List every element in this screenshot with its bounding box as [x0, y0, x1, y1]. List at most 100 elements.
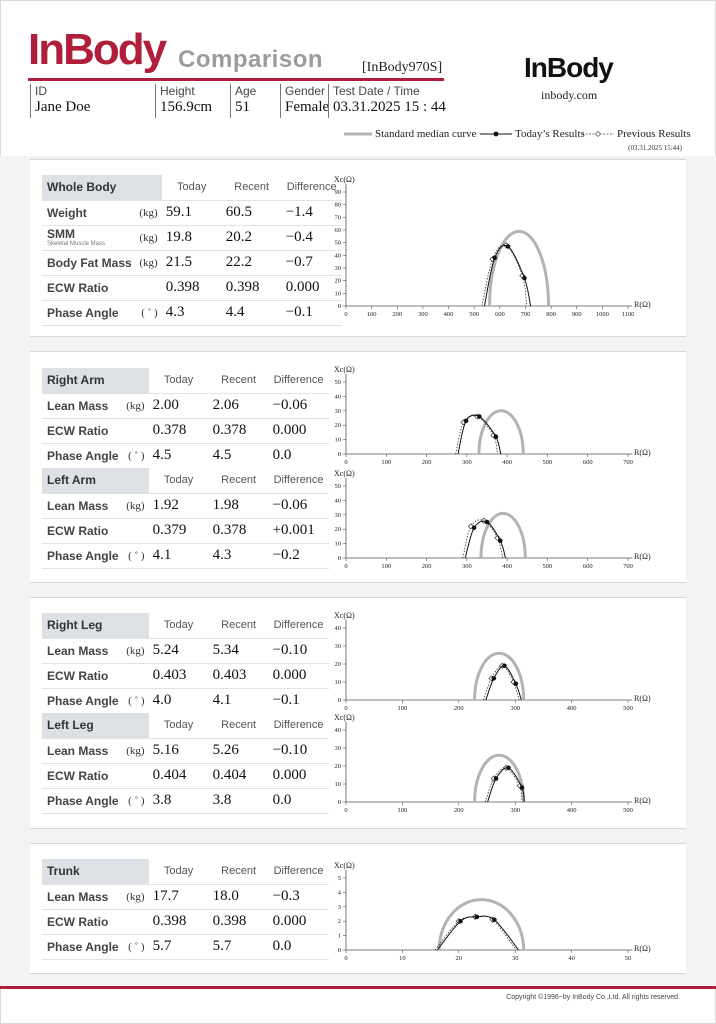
x-tick-label: 0 — [344, 705, 347, 712]
x-tick-label: 200 — [422, 563, 432, 570]
y-axis-label: Xc(Ω) — [334, 611, 355, 620]
y-tick-label: 40 — [335, 625, 342, 632]
y-axis-label: Xc(Ω) — [334, 175, 355, 184]
row-unit: ( ˚ ) — [118, 688, 149, 714]
row-label: Lean Mass — [42, 884, 119, 910]
y-tick-label: 0 — [338, 697, 341, 704]
x-tick-label: 700 — [521, 311, 531, 318]
recent-value: 60.5 — [221, 200, 282, 226]
row-label: Phase Angle — [42, 788, 119, 814]
col-today: Today — [148, 368, 209, 394]
y-tick-label: 40 — [335, 727, 342, 734]
row-unit: ( ˚ ) — [131, 300, 162, 326]
row-label: Lean Mass — [42, 393, 119, 419]
x-tick-label: 400 — [502, 459, 512, 466]
legend-previous: Previous Results — [582, 128, 691, 140]
x-tick-label: 200 — [454, 705, 464, 712]
table-row: Lean Mass (kg) 5.16 5.26 −0.10 — [42, 738, 329, 764]
row-label: ECW Ratio — [42, 418, 119, 444]
recent-value: 0.378 — [208, 518, 269, 544]
previous-results-date: (03.31.2025 15:44) — [628, 144, 682, 152]
today-results-point — [492, 917, 497, 923]
y-tick-label: 20 — [335, 763, 342, 770]
x-tick-label: 400 — [502, 563, 512, 570]
today-results-point — [493, 776, 499, 781]
col-difference: Difference — [268, 468, 329, 494]
col-today: Today — [148, 468, 209, 494]
row-label: ECW Ratio — [42, 663, 119, 689]
row-label: Phase Angle — [42, 688, 119, 714]
today-value: 5.7 — [148, 934, 209, 960]
height-label: Height — [160, 84, 195, 98]
y-tick-label: 30 — [335, 408, 342, 415]
x-tick-label: 500 — [623, 807, 633, 814]
table-row: Weight (kg) 59.1 60.5 −1.4 — [42, 200, 342, 226]
info-id: ID Jane Doe — [30, 84, 152, 118]
y-tick-label: 10 — [335, 679, 342, 686]
difference-value: 0.000 — [268, 418, 329, 444]
x-tick-label: 100 — [381, 459, 391, 466]
y-axis-label: Xc(Ω) — [334, 861, 355, 870]
difference-value: −0.06 — [268, 493, 329, 519]
table-whole-body: Whole Body Today Recent Difference Weigh… — [42, 175, 342, 326]
today-value: 0.398 — [161, 275, 222, 301]
col-today: Today — [148, 613, 209, 639]
x-tick-label: 500 — [623, 705, 633, 712]
table-trunk: Trunk Today Recent Difference Lean Mass … — [42, 859, 329, 960]
table-header-row: Whole Body Today Recent Difference — [42, 175, 342, 201]
today-results-point — [463, 418, 469, 424]
y-tick-label: 30 — [335, 745, 342, 752]
today-results-point — [497, 538, 503, 544]
standard-median-curve — [473, 753, 526, 803]
y-tick-label: 0 — [338, 947, 341, 954]
x-axis-label: R(Ω) — [634, 552, 651, 561]
y-tick-label: 90 — [335, 189, 342, 196]
row-unit: ( ˚ ) — [118, 788, 149, 814]
today-value: 19.8 — [161, 225, 222, 251]
difference-value: −0.10 — [268, 638, 329, 664]
difference-value: 0.0 — [268, 788, 329, 814]
recent-value: 4.5 — [208, 443, 269, 469]
col-recent: Recent — [208, 713, 269, 739]
today-results-point — [522, 275, 527, 281]
table-header-row: Right Leg Today Recent Difference — [42, 613, 329, 639]
recent-value: 18.0 — [208, 884, 269, 910]
difference-value: −0.1 — [268, 688, 329, 714]
row-label: Lean Mass — [42, 738, 119, 764]
row-unit — [118, 418, 149, 444]
today-results-point — [519, 785, 525, 790]
col-recent: Recent — [208, 468, 269, 494]
x-tick-label: 600 — [583, 563, 593, 570]
date-value: 03.31.2025 15 : 44 — [333, 99, 446, 115]
id-value: Jane Doe — [35, 99, 91, 115]
difference-value: +0.001 — [268, 518, 329, 544]
y-tick-label: 1 — [338, 933, 341, 940]
y-tick-label: 40 — [335, 497, 342, 504]
row-unit: ( ˚ ) — [118, 443, 149, 469]
table-header-row: Right Arm Today Recent Difference — [42, 368, 329, 394]
x-tick-label: 300 — [418, 311, 428, 318]
col-difference: Difference — [281, 175, 342, 201]
today-results-point — [513, 681, 519, 687]
table-row: ECW Ratio 0.403 0.403 0.000 — [42, 663, 329, 689]
difference-value: −0.10 — [268, 738, 329, 764]
section-title-left-arm: Left Arm — [42, 468, 149, 494]
recent-value: 0.404 — [208, 763, 269, 789]
today-results-line — [436, 915, 519, 951]
today-results-point — [505, 244, 511, 249]
x-tick-label: 300 — [510, 705, 520, 712]
recent-value: 4.1 — [208, 688, 269, 714]
table-row: Phase Angle ( ˚ ) 4.5 4.5 0.0 — [42, 443, 329, 469]
difference-value: −0.4 — [281, 225, 342, 251]
difference-value: 0.000 — [268, 663, 329, 689]
report-title: Comparison — [178, 46, 324, 73]
x-tick-label: 400 — [444, 311, 454, 318]
y-tick-label: 30 — [335, 643, 342, 650]
today-value: 5.16 — [148, 738, 209, 764]
info-test-date: Test Date / Time 03.31.2025 15 : 44 — [328, 84, 468, 118]
brand-url: inbody.com — [541, 88, 598, 102]
today-value: 4.3 — [161, 300, 222, 326]
today-value: 1.92 — [148, 493, 209, 519]
row-unit — [118, 763, 149, 789]
